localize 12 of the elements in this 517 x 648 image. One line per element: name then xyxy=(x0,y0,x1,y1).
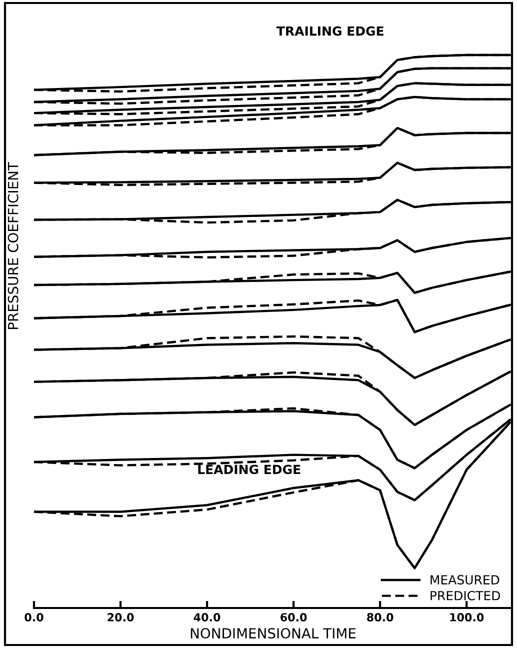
x-axis-title: NONDIMENSIONAL TIME xyxy=(190,628,356,639)
x-tick-label: 80.0 xyxy=(367,613,394,622)
x-tick-label: 0.0 xyxy=(24,613,44,622)
y-axis-title: PRESSURE COEFFICIENT xyxy=(8,162,18,330)
x-tick-label: 100.0 xyxy=(450,613,484,622)
annotation: LEADING EDGE xyxy=(198,464,300,474)
legend-label: PREDICTED xyxy=(430,590,500,600)
legend-label: MEASURED xyxy=(430,575,500,585)
text: TRAILING EDGE xyxy=(276,26,384,36)
x-tick-label: 20.0 xyxy=(108,613,134,622)
x-tick-label: 40.0 xyxy=(194,613,220,622)
x-tick-label: 60.0 xyxy=(280,613,307,622)
